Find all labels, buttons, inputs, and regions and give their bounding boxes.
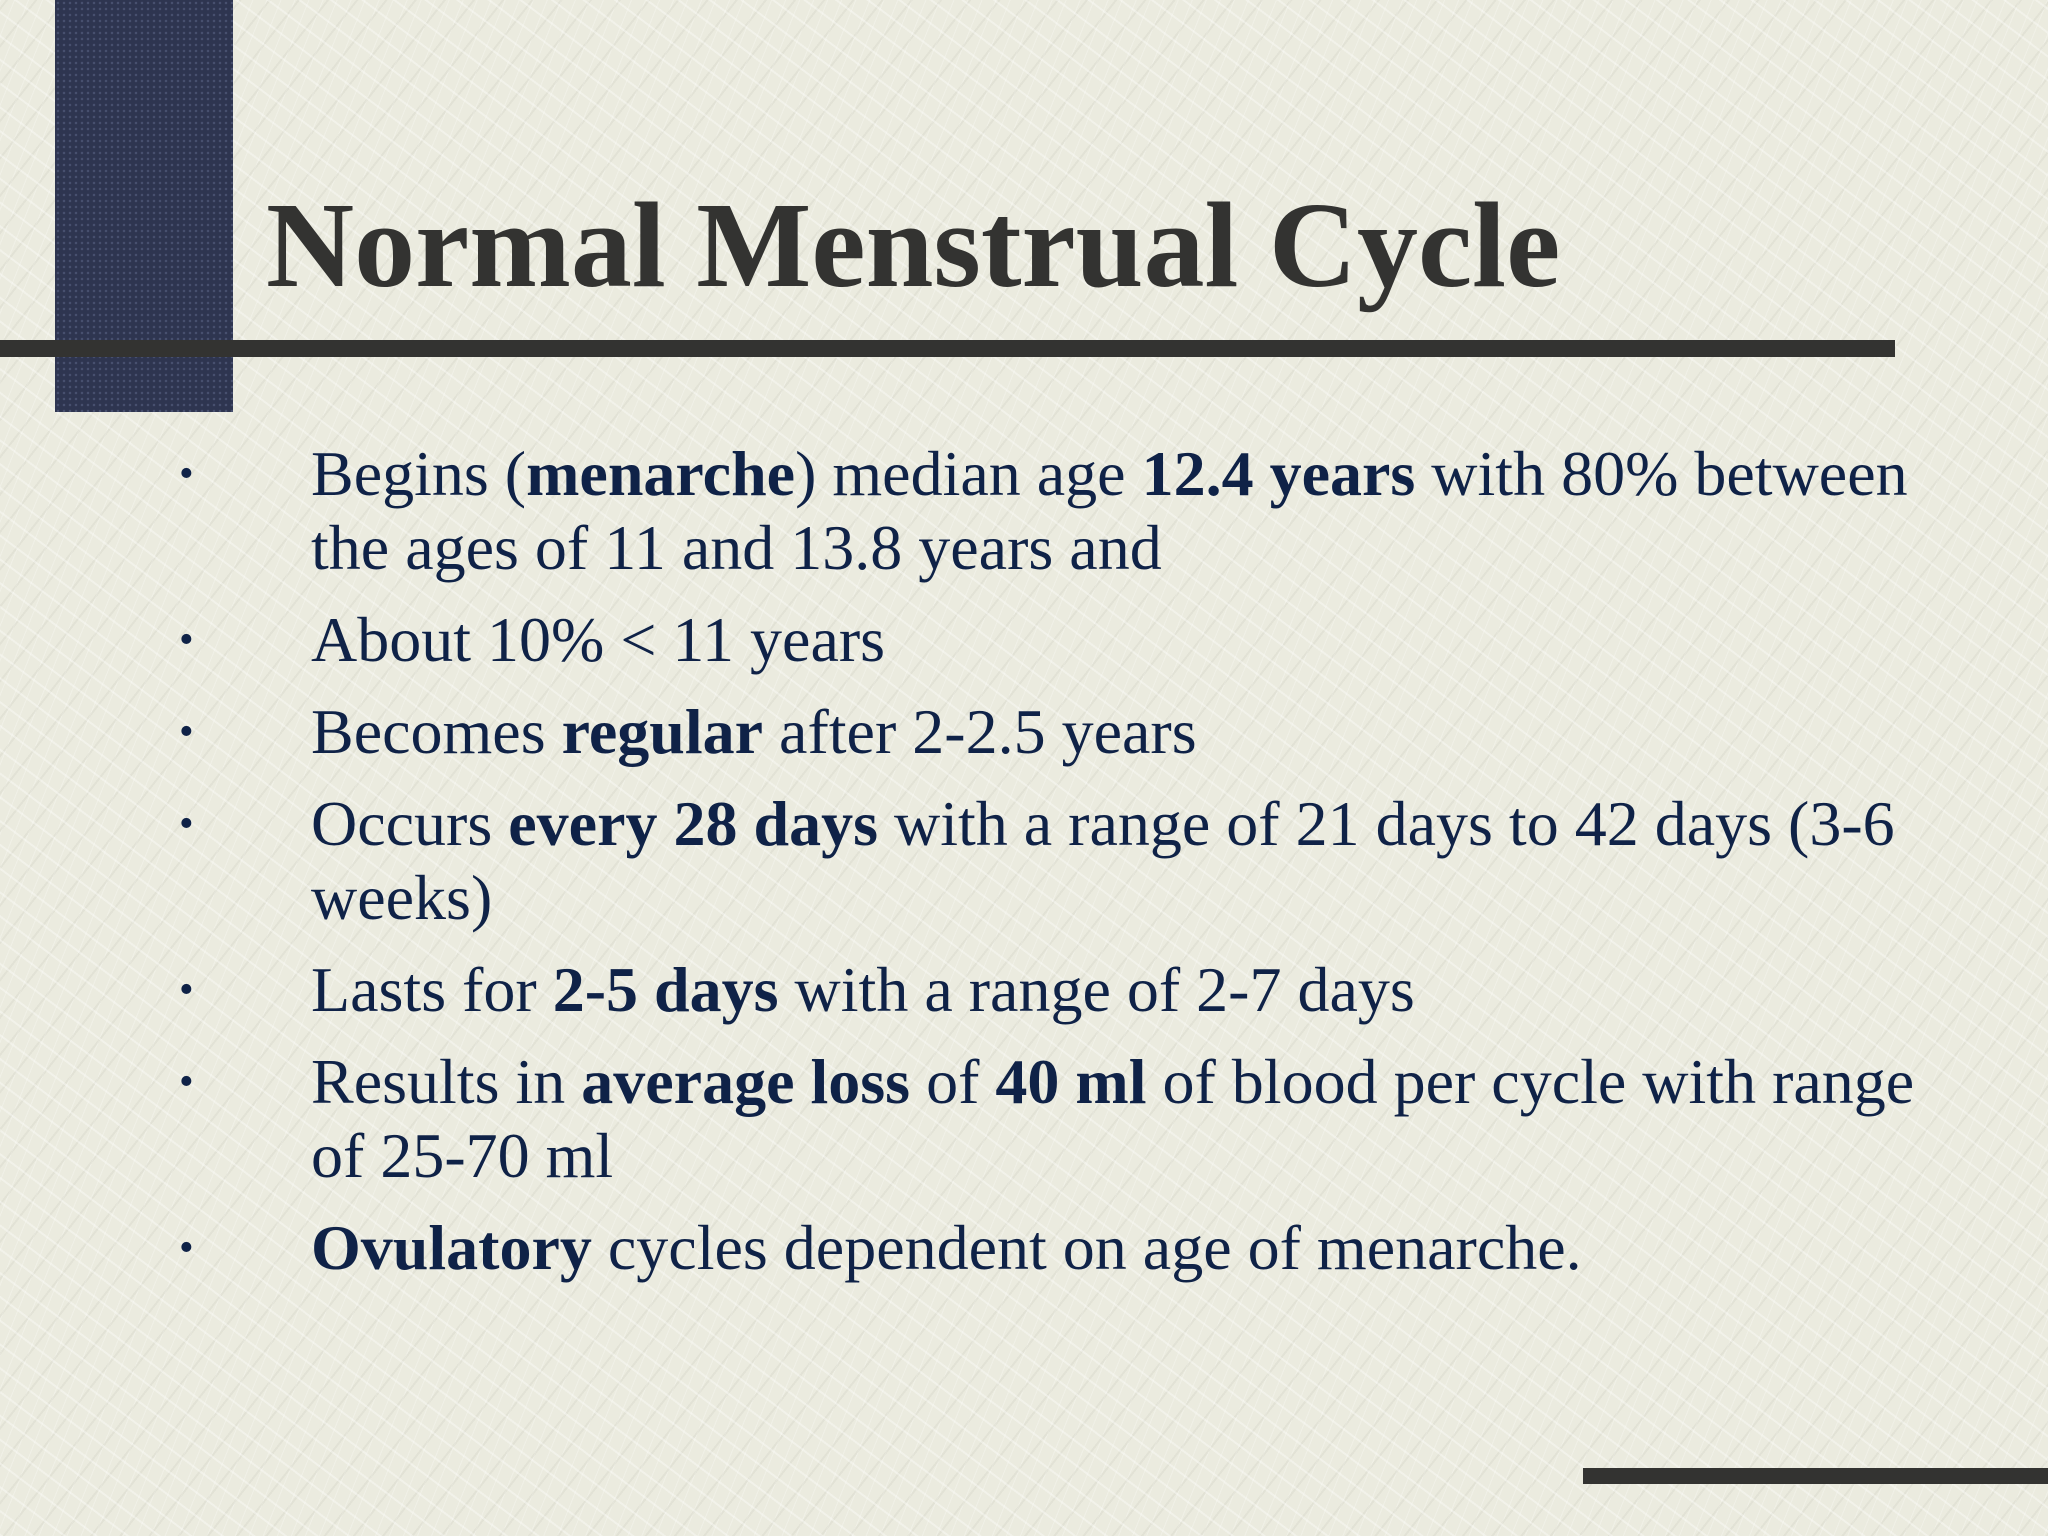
bullet-icon: •	[179, 617, 194, 663]
bullet-text: Ovulatory cycles dependent on age of men…	[311, 1212, 1582, 1283]
bullet-list: • Begins (menarche) median age 12.4 year…	[0, 437, 2048, 1303]
bullet-icon: •	[179, 967, 194, 1013]
bullet-item: • Begins (menarche) median age 12.4 year…	[0, 437, 2048, 585]
bullet-icon: •	[179, 451, 194, 497]
bullet-item: • Occurs every 28 days with a range of 2…	[0, 787, 2048, 935]
bullet-text: Begins (menarche) median age 12.4 years …	[311, 438, 1908, 583]
title-divider-rule	[0, 340, 1895, 357]
bullet-text: Becomes regular after 2-2.5 years	[311, 696, 1197, 767]
bullet-text: Results in average loss of 40 ml of bloo…	[311, 1046, 1915, 1191]
bullet-item: • Ovulatory cycles dependent on age of m…	[0, 1211, 2048, 1285]
bullet-text: Occurs every 28 days with a range of 21 …	[311, 788, 1895, 933]
bullet-item: • Results in average loss of 40 ml of bl…	[0, 1045, 2048, 1193]
bullet-text: Lasts for 2-5 days with a range of 2-7 d…	[311, 954, 1415, 1025]
bullet-item: • Lasts for 2-5 days with a range of 2-7…	[0, 953, 2048, 1027]
bullet-icon: •	[179, 709, 194, 755]
bullet-icon: •	[179, 1059, 194, 1105]
bullet-item: • Becomes regular after 2-2.5 years	[0, 695, 2048, 769]
bullet-text: About 10% < 11 years	[311, 604, 886, 675]
bullet-icon: •	[179, 1225, 194, 1271]
bullet-item: • About 10% < 11 years	[0, 603, 2048, 677]
slide-title: Normal Menstrual Cycle	[266, 178, 1561, 313]
footer-rule	[1583, 1468, 2048, 1484]
bullet-icon: •	[179, 801, 194, 847]
